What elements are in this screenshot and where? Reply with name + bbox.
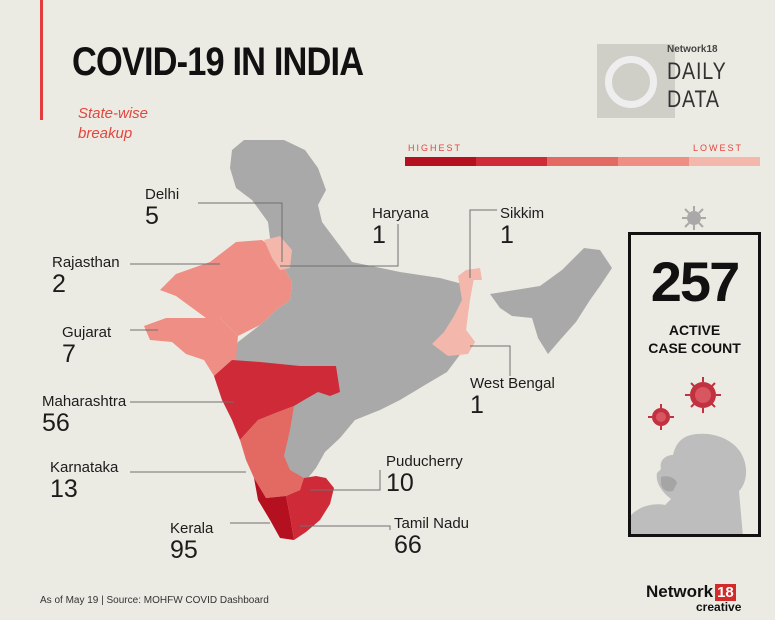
label-rajasthan: Rajasthan 2 <box>52 254 120 298</box>
label-tamil-nadu: Tamil Nadu 66 <box>394 515 469 559</box>
state-value: 56 <box>42 409 70 437</box>
label-karnataka: Karnataka 13 <box>50 459 118 503</box>
label-sikkim: Sikkim 1 <box>500 205 544 249</box>
subtitle: State-wise breakup <box>78 104 188 144</box>
state-name: Sikkim <box>500 205 545 222</box>
active-count: 257 <box>650 250 740 313</box>
label-west-bengal: West Bengal 1 <box>470 375 555 419</box>
state-name: Rajasthan <box>52 254 120 271</box>
map-kerala <box>254 478 294 540</box>
state-value: 66 <box>394 531 422 559</box>
map-rajasthan <box>160 240 292 336</box>
state-name: Karnataka <box>50 459 119 476</box>
map-maharashtra <box>214 360 340 440</box>
state-name: Gujarat <box>62 324 112 341</box>
active-label-line2: CASE COUNT <box>648 340 741 356</box>
state-value: 13 <box>50 475 78 503</box>
state-value: 95 <box>170 536 198 564</box>
state-value: 10 <box>386 469 414 497</box>
map-tamil-nadu <box>286 476 334 540</box>
leader-lines <box>130 202 511 530</box>
scale-high-label: HIGHEST <box>408 143 463 153</box>
scale-low-label: LOWEST <box>693 143 744 153</box>
virus-icon <box>648 404 674 430</box>
source-footer: As of May 19 | Source: MOHFW COVID Dashb… <box>40 595 269 606</box>
label-delhi: Delhi 5 <box>145 186 179 230</box>
map-west-bengal <box>432 270 475 356</box>
active-case-box: 257 ACTIVE CASE COUNT <box>628 232 761 537</box>
color-scale-bar <box>405 157 760 166</box>
logo-line1: DAILY <box>667 58 727 85</box>
state-value: 7 <box>62 340 76 368</box>
scale-segment <box>547 157 618 166</box>
brand-network: Network <box>646 582 714 601</box>
state-name: Delhi <box>145 186 180 203</box>
subtitle-line2: breakup <box>78 125 133 142</box>
state-value: 5 <box>145 202 159 230</box>
label-puducherry: Puducherry 10 <box>386 453 463 497</box>
active-label: ACTIVE CASE COUNT <box>631 321 758 357</box>
state-name: Tamil Nadu <box>394 515 470 532</box>
label-maharashtra: Maharashtra 56 <box>42 393 126 437</box>
state-value: 1 <box>372 221 386 249</box>
map-northeast <box>490 248 612 354</box>
state-value: 2 <box>52 270 66 298</box>
state-name: Maharashtra <box>42 393 127 410</box>
state-name: Kerala <box>170 520 214 537</box>
state-name: Puducherry <box>386 453 463 470</box>
brand-18: 18 <box>715 584 736 601</box>
india-map <box>130 140 612 540</box>
virus-icon <box>685 377 721 413</box>
brand-creative: creative <box>696 600 742 614</box>
state-value: 1 <box>470 391 484 419</box>
state-name: Haryana <box>372 205 429 222</box>
state-value: 1 <box>500 221 514 249</box>
daily-data-logo: Network18 DAILY DATA <box>597 44 727 120</box>
state-name: West Bengal <box>470 375 555 392</box>
scale-segment <box>618 157 689 166</box>
scale-segment <box>476 157 547 166</box>
logo-graphic <box>597 44 675 118</box>
logo-network: Network18 <box>667 44 718 55</box>
label-gujarat: Gujarat 7 <box>62 324 111 368</box>
label-kerala: Kerala 95 <box>170 520 213 564</box>
page-title: COVID-19 IN INDIA <box>72 40 364 84</box>
scale-segment <box>689 157 760 166</box>
network18-creative-logo: Network 18 creative <box>646 582 741 614</box>
virus-icon <box>682 206 706 230</box>
label-haryana: Haryana 1 <box>372 205 429 249</box>
scale-segment <box>405 157 476 166</box>
logo-line2: DATA <box>667 86 720 113</box>
accent-line <box>40 0 43 120</box>
person-coughing-illustration <box>631 377 746 534</box>
active-label-line1: ACTIVE <box>668 322 721 338</box>
map-gujarat <box>144 318 238 376</box>
subtitle-line1: State-wise <box>78 105 149 122</box>
map-karnataka <box>240 406 304 498</box>
